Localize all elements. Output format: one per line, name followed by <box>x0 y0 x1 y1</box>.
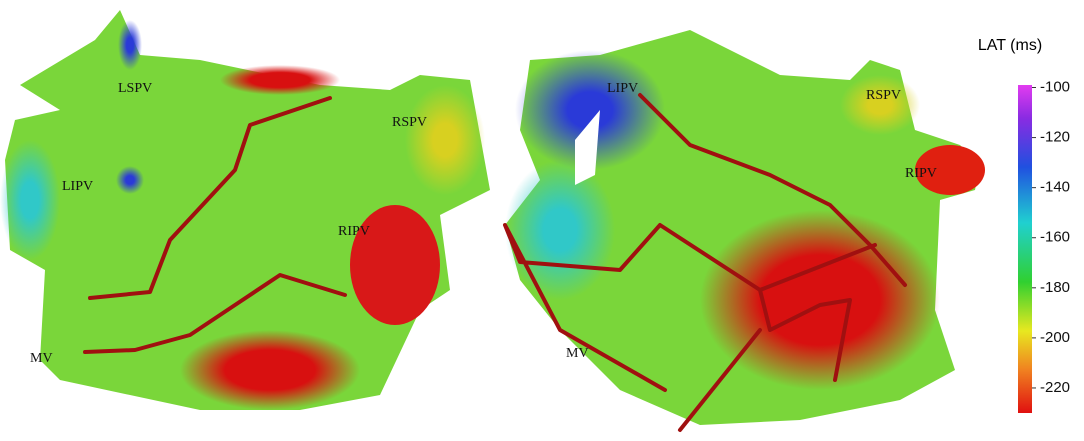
tick-label: -100 <box>1040 78 1070 95</box>
structure-label: RSPV <box>866 88 901 103</box>
structure-label: RSPV <box>392 115 427 130</box>
early-spot <box>116 166 144 194</box>
tick-label: -220 <box>1040 379 1070 396</box>
late-region <box>220 65 340 95</box>
colorbar: LAT (ms) -100 -120 -140 -160 -180 -200 -220 <box>978 37 1070 413</box>
colorbar-title: LAT (ms) <box>978 37 1042 54</box>
tick-label: -140 <box>1040 179 1070 196</box>
structure-label: RIPV <box>905 166 937 181</box>
right-map: LIPV RSPV RIPV MV <box>503 30 985 432</box>
tick-label: -160 <box>1040 229 1070 246</box>
early-spot <box>118 20 142 70</box>
vein <box>915 145 985 195</box>
activation-arrow <box>758 243 877 382</box>
activation-arrow <box>678 328 762 432</box>
vein <box>0 140 60 260</box>
early-region <box>505 160 615 300</box>
tick-label: -200 <box>1040 329 1070 346</box>
vein <box>840 75 920 135</box>
late-region <box>180 330 360 410</box>
structure-label: RIPV <box>338 224 370 239</box>
vein-opening <box>575 110 600 185</box>
structure-label: MV <box>30 351 53 366</box>
activation-arrow <box>503 223 762 392</box>
vein <box>405 85 485 195</box>
left-map: LSPV LIPV RSPV RIPV MV <box>0 10 490 410</box>
structure-label: LIPV <box>62 179 93 194</box>
activation-arrow <box>88 96 332 300</box>
activation-arrow <box>638 93 907 287</box>
vein-ostium <box>350 205 440 325</box>
structure-label: LSPV <box>118 81 152 96</box>
tick-label: -120 <box>1040 129 1070 146</box>
early-region <box>515 50 665 170</box>
colorbar-scale <box>1018 85 1032 413</box>
structure-label: LIPV <box>607 81 638 96</box>
activation-arrow <box>83 273 347 354</box>
structure-label: MV <box>566 346 589 361</box>
tick-label: -180 <box>1040 279 1070 296</box>
